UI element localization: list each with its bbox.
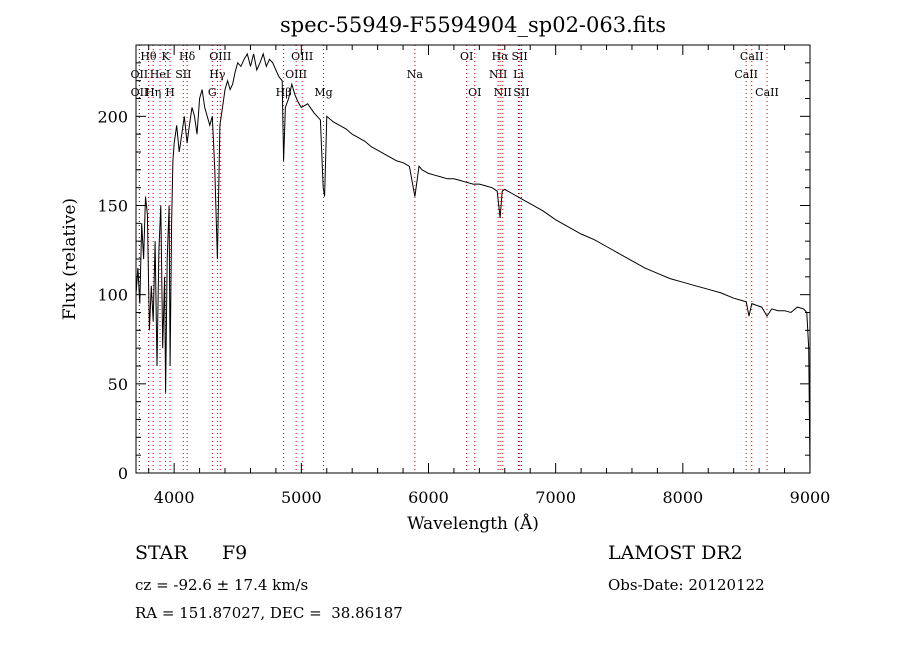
spectral-line-label: OII — [130, 68, 148, 81]
y-axis-label: Flux (relative) — [60, 198, 80, 320]
y-tick-label: 0 — [118, 464, 128, 483]
survey-name: LAMOST DR2 — [608, 542, 743, 564]
spectral-line-label: Na — [407, 68, 424, 81]
spectral-line-label: CaII — [740, 50, 764, 63]
spectral-line-label: SII — [513, 86, 529, 99]
spectral-line-label: OI — [460, 50, 473, 63]
x-tick-label: 9000 — [790, 488, 831, 507]
spectral-line-label: Hγ — [209, 68, 226, 81]
spectral-line-label: NII — [489, 68, 507, 81]
x-tick-label: 8000 — [662, 488, 703, 507]
spectrum-line — [135, 52, 811, 474]
chart-title: spec-55949-F5594904_sp02-063.fits — [280, 13, 666, 37]
y-tick-label: 150 — [97, 197, 128, 216]
spectral-line-label: Hθ — [140, 50, 157, 63]
spectral-line-label: OIII — [291, 50, 313, 63]
y-axis-ticks: 0 50 100 150 200 — [97, 62, 810, 483]
spectral-line-label: CaII — [734, 68, 758, 81]
x-tick-label: 7000 — [535, 488, 576, 507]
x-axis-ticks: 4000 5000 6000 7000 8000 9000 — [148, 45, 831, 507]
spectral-line-label: NII — [494, 86, 512, 99]
y-tick-label: 50 — [108, 375, 128, 394]
spectral-line-label: HeI — [150, 68, 170, 81]
spectral-line-label: SII — [512, 50, 528, 63]
spectral-line-label: OI — [468, 86, 481, 99]
x-tick-label: 4000 — [154, 488, 195, 507]
spectral-line-label: Mg — [314, 86, 332, 99]
spectral-line-label: CaII — [755, 86, 779, 99]
spectral-line-label: Hδ — [179, 50, 196, 63]
spectral-line-label: SII — [175, 68, 191, 81]
y-tick-label: 100 — [97, 286, 128, 305]
spectral-line-label: OIII — [209, 50, 231, 63]
spectral-line-label: K — [162, 50, 171, 63]
spectral-line-markers — [138, 45, 768, 473]
x-tick-label: 5000 — [281, 488, 322, 507]
spectral-line-label: Hα — [492, 50, 510, 63]
plot-frame — [135, 44, 811, 474]
y-tick-label: 200 — [97, 107, 128, 126]
obs-date-text: Obs-Date: 20120122 — [608, 576, 765, 594]
spectral-line-label: OIII — [285, 68, 307, 81]
object-subclass: F9 — [222, 542, 248, 564]
spectral-line-label: Hβ — [276, 86, 292, 99]
spectral-line-label: Hη — [145, 86, 161, 99]
spectral-line-label: G — [208, 86, 217, 99]
spectral-line-label: OII — [131, 86, 149, 99]
x-axis-label: Wavelength (Å) — [407, 513, 539, 534]
coordinates-text: RA = 151.87027, DEC = 38.86187 — [135, 604, 403, 622]
spectral-line-label: H — [165, 86, 175, 99]
spectral-line-labels: OIIOIIHθHηHeIKHSIIHδGHγOIIIHβOIIIOIIIMgN… — [130, 50, 778, 99]
spectral-line-label: Li — [513, 68, 524, 81]
object-class: STAR — [135, 542, 188, 564]
x-tick-label: 6000 — [408, 488, 449, 507]
redshift-text: cz = -92.6 ± 17.4 km/s — [135, 576, 309, 594]
